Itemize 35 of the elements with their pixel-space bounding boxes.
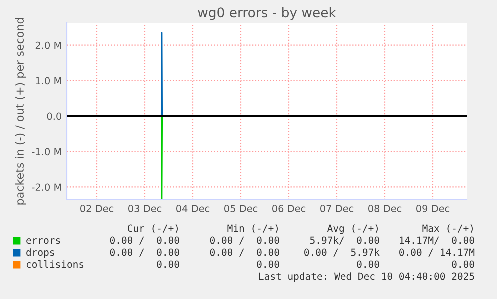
y-tick-label: 1.0 M <box>36 77 62 85</box>
text: 0.00 / 14.17M <box>400 248 475 257</box>
y-tick-label: 2.0 M <box>36 42 62 50</box>
text: 0.00 / 0.00 <box>210 236 280 245</box>
x-tick-label: 02 Dec <box>80 205 114 212</box>
x-tick-label: 08 Dec <box>368 205 402 212</box>
text: 0.00 / 0.00 <box>110 236 180 245</box>
text: 0.00 / 0.00 <box>210 248 280 257</box>
text: 0.00 <box>157 260 180 268</box>
text: 0.00 <box>452 260 474 268</box>
chart-title: wg0 errors - by week <box>198 7 336 20</box>
text: 5.97k/ 0.00 <box>310 236 380 245</box>
text: 0.00 <box>357 260 380 268</box>
y-tick-label: 0.0 <box>47 112 62 120</box>
text: Max (-/+) <box>422 224 473 234</box>
x-tick-label: 05 Dec <box>224 205 258 212</box>
legend-label: collisions <box>26 260 84 268</box>
text: Min (-/+) <box>228 224 278 234</box>
x-tick-label: 09 Dec <box>416 205 450 212</box>
text: 0.00 <box>257 260 280 268</box>
y-axis-title: packets in (-) / out (+) per second <box>15 18 26 205</box>
y-tick-label: -2.0 M <box>32 184 62 192</box>
text: 0.00 / 5.97k <box>304 248 380 257</box>
x-tick-label: 07 Dec <box>320 205 354 212</box>
x-tick-label: 03 Dec <box>128 205 162 212</box>
text: 14.17M/ 0.00 <box>400 236 474 245</box>
y-tick-label: -1.0 M <box>32 148 62 156</box>
x-tick-label: 06 Dec <box>272 205 306 212</box>
x-tick-label: 04 Dec <box>176 205 210 212</box>
text: Cur (-/+) <box>128 224 178 234</box>
text: Last update: Wed Dec 10 04:40:00 2025 <box>259 272 474 282</box>
text: 0.00 / 0.00 <box>110 248 180 257</box>
legend-label: drops <box>26 248 54 258</box>
legend-label: errors <box>26 238 60 244</box>
text: Avg (-/+) <box>328 224 378 234</box>
